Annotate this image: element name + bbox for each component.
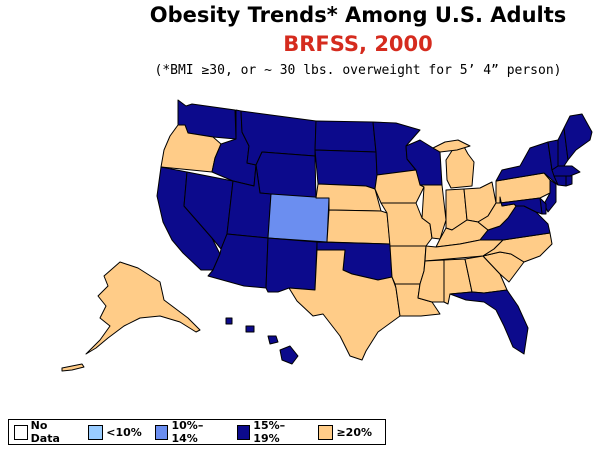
legend-item: No Data: [14, 419, 75, 445]
legend-swatch: [14, 424, 28, 440]
state-NH: [557, 127, 569, 167]
legend-label: No Data: [30, 419, 60, 445]
state-AK: [85, 261, 201, 355]
state-NJ: [543, 179, 557, 213]
state-IL: [419, 184, 447, 240]
state-WY: [255, 151, 317, 200]
state-HI-kauai: [225, 317, 233, 325]
state-MI-UP: [432, 139, 471, 153]
legend-label: ≥20%: [336, 425, 372, 439]
state-AK-chain: [61, 363, 85, 372]
state-KS: [326, 209, 391, 245]
legend-swatch: [88, 424, 104, 440]
state-HI-maui: [267, 335, 279, 345]
state-IA: [374, 169, 425, 204]
state-HI-oahu: [245, 325, 255, 333]
map-subtitle: BRFSS, 2000: [283, 32, 433, 56]
bmi-footnote: (*BMI ≥30, or ~ 30 lbs. overweight for 5…: [154, 63, 562, 78]
state-FL: [449, 289, 529, 355]
legend-label: 15%–19%: [253, 419, 286, 445]
map-legend: No Data <10% 10%–14% 15%–19% ≥20%: [8, 419, 386, 445]
state-AR: [389, 245, 427, 285]
legend-label: 10%–14%: [171, 419, 204, 445]
state-ME: [563, 113, 593, 161]
legend-swatch: [318, 424, 334, 440]
legend-item: 10%–14%: [154, 419, 224, 445]
legend-item: 15%–19%: [236, 419, 306, 445]
legend-swatch: [154, 424, 169, 440]
state-CO: [267, 193, 330, 243]
state-SD: [314, 149, 378, 190]
state-MA: [551, 165, 581, 177]
legend-item: <10%: [88, 424, 142, 440]
state-TX: [288, 249, 401, 361]
state-NM: [265, 237, 318, 293]
legend-label: <10%: [106, 425, 142, 439]
legend-item: ≥20%: [318, 424, 372, 440]
legend-swatch: [236, 424, 251, 440]
state-HI-big: [279, 345, 299, 365]
state-RI: [565, 175, 573, 187]
state-ND: [314, 120, 377, 153]
map-title: Obesity Trends* Among U.S. Adults: [149, 3, 567, 27]
state-MD: [499, 196, 543, 215]
